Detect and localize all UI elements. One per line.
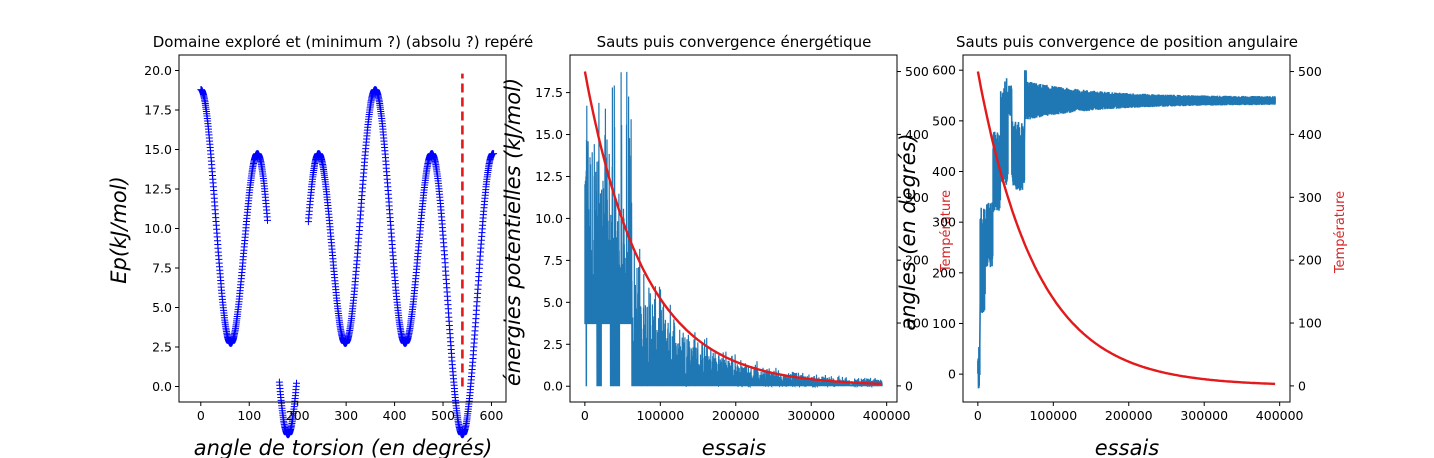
panel-1-marks	[197, 73, 498, 439]
twin-y-tick-label: 200	[1298, 253, 1322, 268]
twin-y-ticks: 0 100 200 300 400 500	[1290, 64, 1322, 393]
y-tick-label: 7.5	[543, 253, 563, 268]
energy-series-line	[584, 71, 883, 389]
y-tick-label: 0.0	[152, 379, 172, 394]
y-axis-label: Ep(kJ/mol)	[107, 176, 131, 284]
x-ticks: 0 100000 200000 300000 400000	[581, 402, 911, 423]
y-tick-label: 400	[932, 164, 956, 179]
y-tick-label: 0	[948, 367, 956, 382]
y-tick-label: 5.0	[543, 295, 563, 310]
x-axis-label: essais	[702, 436, 767, 458]
y-tick-label: 15.0	[535, 127, 563, 142]
y-tick-label: 600	[932, 63, 956, 78]
y-tick-label: 200	[932, 265, 956, 280]
x-tick-label: 200000	[1105, 408, 1153, 423]
x-tick-label: 300000	[787, 408, 835, 423]
x-tick-label: 0	[974, 408, 982, 423]
twin-y-tick-label: 100	[905, 316, 929, 331]
x-tick-label: 500	[431, 408, 455, 423]
angle-series-line	[977, 70, 1276, 389]
x-tick-label: 100	[237, 408, 261, 423]
x-axis-label: essais	[1095, 436, 1160, 458]
twin-y-tick-label: 0	[905, 378, 913, 393]
plot-frame	[569, 54, 898, 403]
x-tick-label: 300000	[1180, 408, 1228, 423]
x-axis-label: angle de torsion (en degrés)	[194, 436, 493, 458]
y-ticks: 0.0 2.5 5.0 7.5 10.0 12.5 15.0 17.5	[535, 85, 570, 394]
x-tick-label: 100000	[1029, 408, 1077, 423]
y-axis-label: angles (en degrés)	[896, 133, 920, 330]
y-tick-label: 300	[932, 215, 956, 230]
twin-y-tick-label: 400	[905, 127, 929, 142]
twin-y-tick-label: 300	[1298, 190, 1322, 205]
twin-y-tick-label: 100	[1298, 316, 1322, 331]
y-tick-label: 500	[932, 113, 956, 128]
x-tick-label: 200	[286, 408, 310, 423]
twin-y-ticks: 0 100 200 300 400 500	[897, 64, 929, 393]
twin-y-tick-label: 500	[905, 64, 929, 79]
panel-2-marks	[583, 71, 883, 389]
y-tick-label: 10.0	[144, 221, 172, 236]
temperature-curve	[976, 71, 1276, 386]
y-tick-label: 5.0	[152, 300, 172, 315]
y-tick-label: 0.0	[543, 379, 563, 394]
x-tick-label: 0	[197, 408, 205, 423]
x-tick-label: 0	[581, 408, 589, 423]
chart-title: Sauts puis convergence de position angul…	[956, 33, 1298, 51]
y-tick-label: 7.5	[152, 261, 172, 276]
y-tick-label: 100	[932, 316, 956, 331]
x-ticks: 0 100 200 300 400 500 600	[197, 402, 504, 423]
temperature-curve	[583, 71, 883, 386]
panel-3: Sauts puis convergence de position angul…	[896, 33, 1348, 458]
chart-title: Sauts puis convergence énergétique	[597, 33, 872, 51]
panel-1: Domaine exploré et (minimum ?) (absolu ?…	[107, 33, 533, 458]
x-tick-label: 100000	[636, 408, 684, 423]
x-tick-label: 300	[334, 408, 358, 423]
y-tick-label: 12.5	[535, 169, 563, 184]
y-tick-label: 2.5	[543, 337, 563, 352]
twin-y-tick-label: 500	[1298, 64, 1322, 79]
x-tick-label: 600	[480, 408, 504, 423]
y-axis-label: énergies potentielles (kJ/mol)	[501, 78, 525, 386]
x-ticks: 0 100000 200000 300000 400000	[974, 402, 1304, 423]
y-tick-label: 20.0	[144, 63, 172, 78]
x-tick-label: 400000	[1256, 408, 1304, 423]
twin-y-axis-label: Température	[939, 190, 954, 273]
y-ticks: 0 100 200 300 400 500 600	[932, 63, 963, 382]
panel-3-marks	[976, 70, 1276, 389]
twin-y-tick-label: 200	[905, 253, 929, 268]
y-tick-label: 17.5	[535, 85, 563, 100]
twin-y-tick-label: 0	[1298, 378, 1306, 393]
y-tick-label: 17.5	[144, 102, 172, 117]
scatter-point	[197, 86, 498, 439]
y-tick-label: 12.5	[144, 181, 172, 196]
twin-y-axis-label: Température	[1333, 191, 1348, 274]
chart-title: Domaine exploré et (minimum ?) (absolu ?…	[153, 33, 533, 51]
twin-y-tick-label: 300	[905, 190, 929, 205]
y-ticks: 0.0 2.5 5.0 7.5 10.0 12.5 15.0 17.5 20.0	[144, 63, 179, 394]
panel-2: Sauts puis convergence énergétique 0 1000…	[501, 33, 954, 458]
y-tick-label: 15.0	[144, 142, 172, 157]
y-tick-label: 2.5	[152, 340, 172, 355]
twin-y-tick-label: 400	[1298, 127, 1322, 142]
x-tick-label: 400	[383, 408, 407, 423]
y-tick-label: 10.0	[535, 211, 563, 226]
plot-frame	[962, 54, 1291, 403]
x-tick-label: 200000	[712, 408, 760, 423]
x-tick-label: 400000	[863, 408, 911, 423]
